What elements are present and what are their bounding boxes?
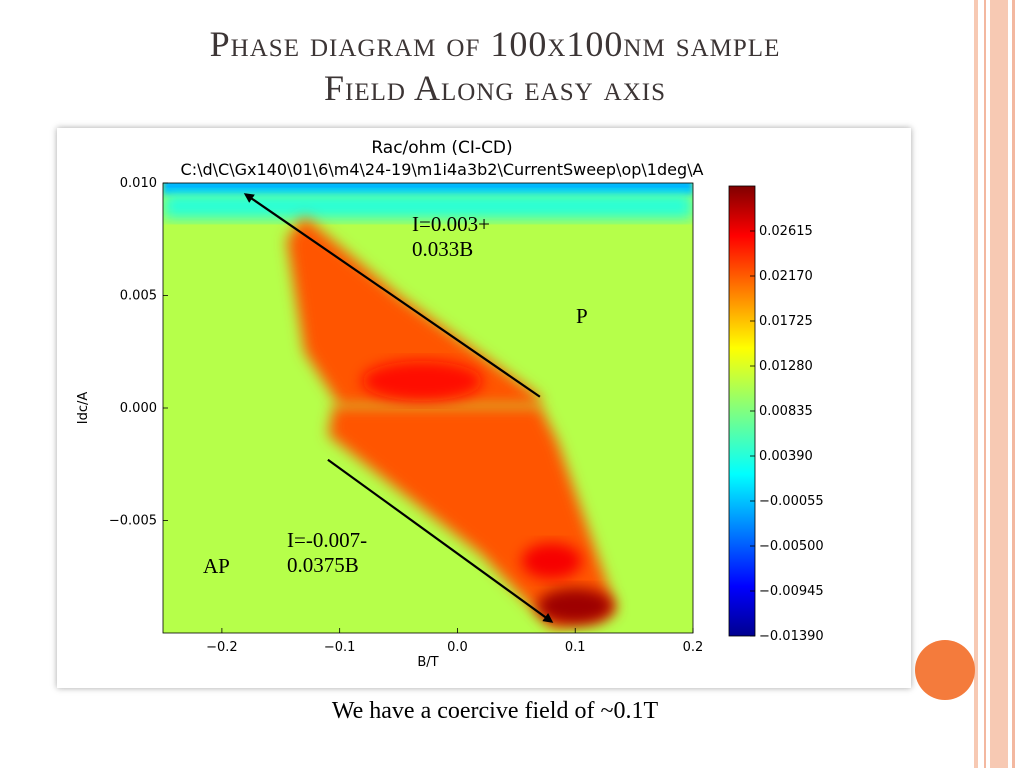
x-tick-label: −0.2	[206, 640, 238, 655]
colorbar-ticks: 0.02615 0.02170 0.01725 0.01280 0.00835 0.003…	[750, 224, 824, 644]
colorbar-tick-label: 0.02170	[759, 269, 813, 284]
boundary-lines	[243, 193, 554, 623]
x-axis-ticks: −0.2 −0.1 0.0 0.1 0.2	[206, 628, 703, 655]
heatmap-top-band	[163, 183, 693, 195]
slide-title: Phase diagram of 100x100nm sample Field …	[0, 22, 990, 110]
x-tick-label: 0.1	[565, 640, 586, 655]
colorbar-tick-label: −0.00500	[759, 539, 824, 554]
plot-frame: Rac/ohm (CI-CD) C:\d\C\Gx140\01\6\m4\24-…	[57, 128, 911, 688]
x-axis-label: B/T	[417, 655, 438, 670]
lower-boundary-equation: I=-0.007- 0.0375B	[287, 528, 368, 577]
y-tick-label: 0.000	[120, 401, 157, 416]
chart-title: Rac/ohm (CI-CD)	[371, 138, 512, 158]
upper-boundary-line	[243, 193, 541, 398]
stripe	[974, 0, 978, 768]
heatmap-peak	[362, 361, 483, 401]
stripe	[990, 0, 1008, 768]
y-tick-label: 0.005	[120, 289, 157, 304]
heatmap-high-region-upper	[286, 216, 540, 406]
slide-caption: We have a coercive field of ~0.1T	[331, 698, 659, 724]
upper-boundary-equation: I=0.003+ 0.033B	[412, 212, 490, 261]
y-tick-label: −0.005	[109, 514, 157, 529]
colorbar-tick-label: 0.00390	[759, 449, 813, 464]
phase-label-ap: AP	[203, 554, 230, 578]
heatmap-peak	[521, 543, 582, 579]
y-axis-label: Idc/A	[76, 392, 91, 425]
y-tick-label: 0.010	[120, 176, 157, 191]
decorative-stripes	[974, 0, 1024, 768]
heatmap-field	[163, 183, 693, 633]
stripe	[984, 0, 986, 768]
stripe	[1012, 0, 1015, 768]
phase-label-p: P	[576, 304, 588, 328]
phase-diagram-chart: Rac/ohm (CI-CD) C:\d\C\Gx140\01\6\m4\24-…	[76, 138, 824, 670]
decorative-orange-circle	[915, 640, 975, 700]
colorbar-tick-label: 0.00835	[759, 404, 813, 419]
x-tick-label: 0.0	[447, 640, 468, 655]
x-tick-label: −0.1	[324, 640, 356, 655]
slide-title-line-2: Field Along easy axis	[323, 68, 666, 108]
colorbar-tick-label: 0.01725	[759, 314, 813, 329]
x-tick-label: 0.2	[683, 640, 704, 655]
colorbar-tick-label: −0.01390	[759, 629, 824, 644]
slide-title-line-1: Phase diagram of 100x100nm sample	[209, 24, 781, 64]
colorbar-tick-label: −0.00055	[759, 494, 824, 509]
heatmap-peak	[537, 588, 614, 624]
y-axis-ticks: 0.010 0.005 0.000 −0.005	[109, 176, 168, 529]
colorbar-tick-label: 0.01280	[759, 359, 813, 374]
chart-subtitle: C:\d\C\Gx140\01\6\m4\24-19\m1i4a3b2\Curr…	[181, 160, 704, 179]
lower-boundary-line	[327, 458, 554, 623]
colorbar-tick-label: −0.00945	[759, 584, 824, 599]
colorbar-tick-label: 0.02615	[759, 224, 813, 239]
